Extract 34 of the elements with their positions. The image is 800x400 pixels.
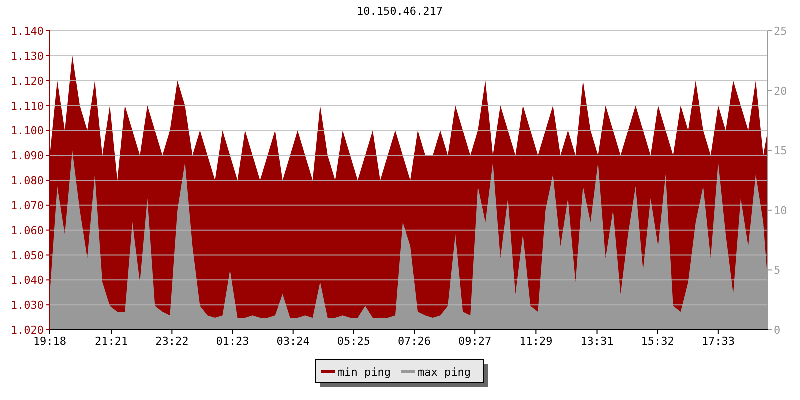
- x-tick-label: 11:29: [520, 335, 553, 348]
- x-tick-label: 15:32: [641, 335, 674, 348]
- y-tick-label: 1.090: [10, 150, 44, 163]
- x-tick-label: 23:22: [156, 335, 189, 348]
- y2-tick-label: 20: [774, 84, 788, 98]
- y2-tick-label: 5: [774, 264, 781, 278]
- y-tick-label: 1.110: [10, 100, 44, 113]
- y-tick-label: 1.050: [10, 249, 44, 262]
- y2-tick-label: 15: [774, 144, 788, 158]
- x-tick-label: 03:24: [276, 335, 310, 348]
- y2-tick-label: 10: [774, 204, 788, 218]
- x-tick-label: 21:21: [95, 335, 128, 348]
- y2-tick-label: 25: [774, 25, 788, 38]
- y-tick-label: 1.100: [10, 124, 44, 138]
- x-tick-label: 05:25: [337, 335, 370, 348]
- legend-label: min ping: [338, 366, 391, 379]
- y-tick-label: 1.130: [10, 50, 44, 63]
- y-tick-label: 1.040: [10, 274, 44, 288]
- y2-tick-label: 0: [774, 324, 781, 337]
- x-tick-label: 09:27: [458, 335, 492, 348]
- y-tick-label: 1.140: [10, 25, 44, 38]
- y-tick-label: 1.120: [10, 74, 44, 88]
- x-tick-label: 01:23: [216, 335, 250, 348]
- y-tick-label: 1.060: [10, 224, 44, 238]
- x-tick-label: 13:31: [580, 335, 614, 348]
- x-tick-label: 07:26: [398, 335, 432, 348]
- y-tick-label: 1.080: [10, 174, 44, 188]
- y-tick-label: 1.070: [10, 199, 44, 212]
- x-tick-label: 19:18: [33, 335, 67, 348]
- y-tick-label: 1.020: [10, 324, 44, 337]
- y-tick-label: 1.030: [10, 299, 44, 312]
- legend-label: max ping: [418, 366, 471, 379]
- x-tick-label: 17:33: [702, 335, 735, 348]
- chart-title: 10.150.46.217: [356, 5, 444, 18]
